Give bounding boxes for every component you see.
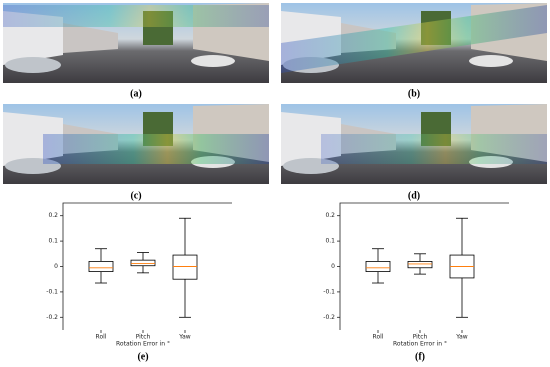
x-tick-label: Pitch	[136, 334, 151, 341]
axis-frame	[339, 202, 509, 330]
y-tick-label: 0.1	[48, 238, 58, 245]
y-tick-label: -0.1	[46, 288, 58, 295]
box	[130, 259, 156, 267]
box	[407, 261, 433, 269]
y-tick-label: 0.2	[48, 212, 58, 219]
caption: (c)	[130, 190, 141, 201]
x-axis-label: Rotation Error in °	[393, 341, 447, 348]
x-tick-label: Yaw	[455, 334, 468, 341]
image-c	[3, 104, 269, 184]
caption: (e)	[137, 351, 148, 362]
y-tick-label: -0.2	[46, 314, 58, 321]
box	[365, 261, 391, 272]
caption: (f)	[415, 351, 425, 362]
y-tick-label: 0.1	[325, 238, 335, 245]
y-tick-label: 0	[331, 263, 335, 270]
x-tick-label: Roll	[96, 334, 107, 341]
image-b	[281, 3, 547, 83]
caption: (b)	[408, 88, 420, 99]
caption: (a)	[130, 88, 142, 99]
y-tick-label: -0.1	[323, 288, 335, 295]
caption: (d)	[408, 190, 420, 201]
y-tick-label: 0.2	[325, 212, 335, 219]
axis-frame	[62, 202, 232, 330]
image-d	[281, 104, 547, 184]
y-tick-label: 0	[54, 263, 58, 270]
x-tick-label: Pitch	[413, 334, 428, 341]
box	[88, 261, 114, 272]
x-tick-label: Yaw	[178, 334, 191, 341]
y-tick-label: -0.2	[323, 314, 335, 321]
x-axis-label: Rotation Error in °	[116, 341, 170, 348]
image-a	[3, 3, 269, 83]
x-tick-label: Roll	[373, 334, 384, 341]
box	[172, 254, 198, 280]
